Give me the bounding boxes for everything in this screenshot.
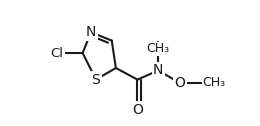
Text: S: S [92, 73, 100, 87]
Text: Cl: Cl [50, 46, 63, 59]
Text: N: N [86, 25, 96, 39]
Text: O: O [132, 103, 143, 117]
Text: CH₃: CH₃ [202, 76, 225, 89]
Text: N: N [153, 64, 164, 77]
Text: O: O [174, 76, 185, 90]
Text: CH₃: CH₃ [147, 42, 170, 55]
